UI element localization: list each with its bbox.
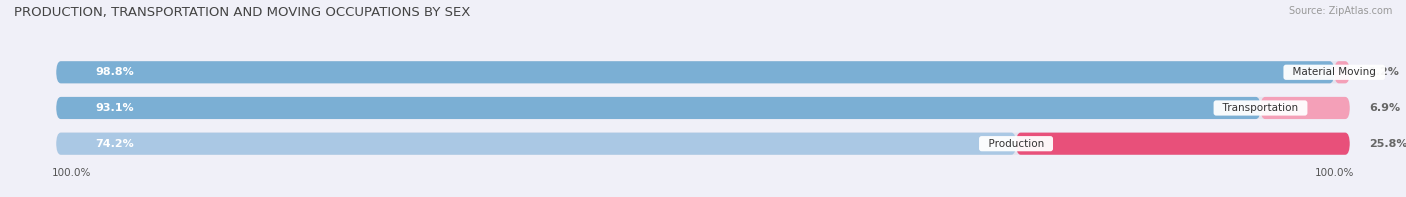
- Text: 74.2%: 74.2%: [96, 139, 134, 149]
- Text: 100.0%: 100.0%: [52, 168, 91, 178]
- Text: Material Moving: Material Moving: [1286, 67, 1382, 77]
- Text: 93.1%: 93.1%: [96, 103, 134, 113]
- Text: 25.8%: 25.8%: [1369, 139, 1406, 149]
- FancyBboxPatch shape: [56, 133, 1017, 155]
- FancyBboxPatch shape: [56, 61, 1334, 83]
- Text: PRODUCTION, TRANSPORTATION AND MOVING OCCUPATIONS BY SEX: PRODUCTION, TRANSPORTATION AND MOVING OC…: [14, 6, 471, 19]
- FancyBboxPatch shape: [1261, 97, 1350, 119]
- FancyBboxPatch shape: [56, 97, 1261, 119]
- FancyBboxPatch shape: [56, 97, 1350, 119]
- FancyBboxPatch shape: [56, 61, 1350, 83]
- FancyBboxPatch shape: [1017, 133, 1350, 155]
- Text: Transportation: Transportation: [1216, 103, 1305, 113]
- Text: Source: ZipAtlas.com: Source: ZipAtlas.com: [1288, 6, 1392, 16]
- Text: 1.2%: 1.2%: [1369, 67, 1400, 77]
- FancyBboxPatch shape: [56, 133, 1350, 155]
- Text: 98.8%: 98.8%: [96, 67, 134, 77]
- Text: Production: Production: [981, 139, 1050, 149]
- FancyBboxPatch shape: [1334, 61, 1350, 83]
- Text: 100.0%: 100.0%: [1315, 168, 1354, 178]
- Text: 6.9%: 6.9%: [1369, 103, 1400, 113]
